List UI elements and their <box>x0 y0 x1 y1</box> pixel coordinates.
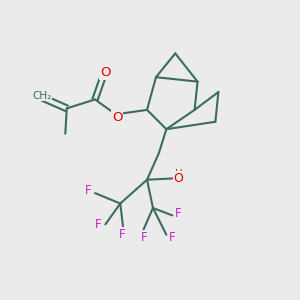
Text: O: O <box>100 66 111 79</box>
Text: F: F <box>119 228 126 241</box>
Text: CH₂: CH₂ <box>32 91 51 100</box>
Text: F: F <box>168 231 175 244</box>
Text: O: O <box>112 111 123 124</box>
Text: O: O <box>174 172 184 185</box>
Text: F: F <box>85 184 92 196</box>
Text: F: F <box>175 206 181 220</box>
Text: H: H <box>175 169 183 179</box>
Text: F: F <box>95 218 101 231</box>
Text: F: F <box>141 231 147 244</box>
